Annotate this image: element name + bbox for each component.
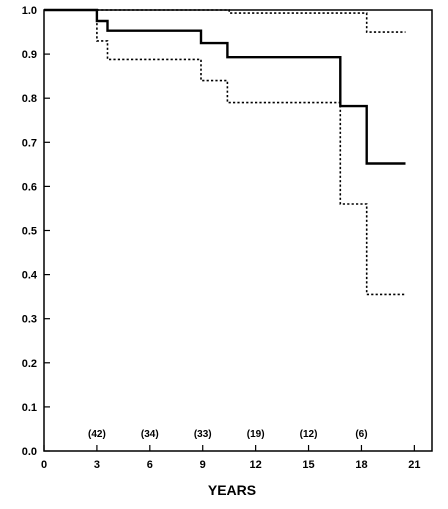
numbers-at-risk: (42) (34) (33) (19) (12) (6) [88, 429, 368, 440]
plot-frame [43, 9, 433, 452]
y-tick-label: 0.4 [22, 270, 38, 282]
x-tick-label: 18 [355, 459, 367, 471]
x-tick-label: 9 [200, 459, 206, 471]
at-risk-count: (33) [194, 429, 212, 440]
x-tick-label: 0 [41, 459, 47, 471]
confidence-curve-dotted-1 [44, 9, 406, 33]
y-tick-label: 0.6 [22, 181, 37, 193]
survival-curve-solid [44, 8, 406, 165]
x-axis-ticks: 0 3 6 9 12 15 18 21 [41, 445, 420, 471]
series-layer [44, 8, 406, 296]
y-tick-label: 0.9 [22, 49, 37, 61]
x-axis-title: YEARS [208, 482, 256, 498]
y-tick-label: 0.1 [22, 402, 37, 414]
x-tick-label: 3 [94, 459, 100, 471]
y-tick-label: 0.8 [22, 93, 37, 105]
y-tick-label: 0.7 [22, 137, 37, 149]
at-risk-count: (42) [88, 429, 106, 440]
at-risk-count: (6) [355, 429, 367, 440]
y-tick-label: 0.2 [22, 358, 37, 370]
x-tick-label: 12 [250, 459, 262, 471]
at-risk-count: (19) [247, 429, 265, 440]
x-tick-label: 15 [302, 459, 314, 471]
y-axis-ticks: 0.0 0.1 0.2 0.3 0.4 0.5 0.6 0.7 0.8 0.9 1.0 [22, 5, 50, 458]
y-tick-label: 1.0 [22, 5, 37, 17]
y-tick-label: 0.3 [22, 314, 37, 326]
confidence-curve-dotted-2 [44, 9, 406, 296]
x-tick-label: 21 [408, 459, 420, 471]
x-tick-label: 6 [147, 459, 153, 471]
at-risk-count: (34) [141, 429, 159, 440]
at-risk-count: (12) [300, 429, 318, 440]
y-tick-label: 0.5 [22, 226, 37, 238]
y-tick-label: 0.0 [22, 446, 37, 458]
